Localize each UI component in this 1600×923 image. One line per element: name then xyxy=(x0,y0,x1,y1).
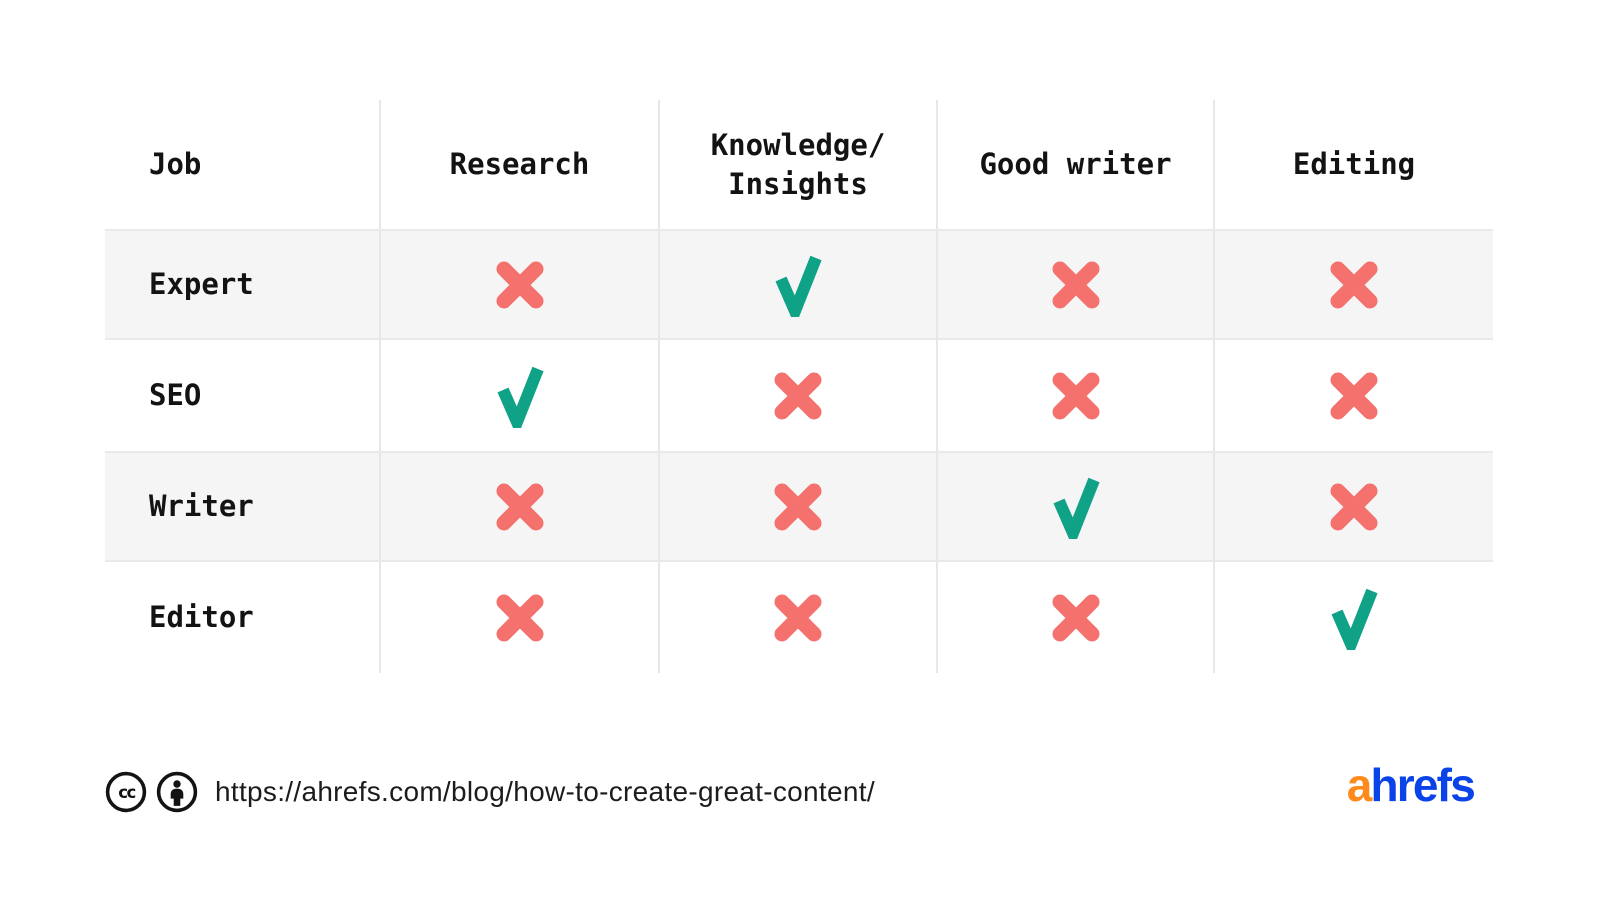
table-header-row: Job Research Knowledge/ Insights Good wr… xyxy=(105,100,1493,229)
cross-cell xyxy=(658,340,936,451)
source-url: https://ahrefs.com/blog/how-to-create-gr… xyxy=(215,776,875,807)
table-row: SEO xyxy=(105,340,1493,451)
column-header-job: Job xyxy=(149,147,202,182)
column-header-editing: Editing xyxy=(1213,100,1493,229)
cross-icon xyxy=(1052,372,1099,419)
cross-icon xyxy=(774,594,822,641)
column-header-knowledge-insights: Knowledge/ Insights xyxy=(658,100,936,229)
cross-cell xyxy=(1213,231,1493,338)
table-row: Editor xyxy=(105,562,1493,673)
cross-cell xyxy=(379,231,658,338)
cross-cell xyxy=(936,340,1213,451)
cross-cell xyxy=(936,231,1213,338)
cross-icon xyxy=(774,483,822,530)
check-cell xyxy=(658,231,936,338)
check-cell xyxy=(379,340,658,451)
cross-cell xyxy=(658,562,936,673)
cross-icon xyxy=(1330,261,1378,308)
cross-icon xyxy=(496,483,543,530)
row-label: SEO xyxy=(149,378,202,413)
row-label: Expert xyxy=(149,267,254,302)
check-icon xyxy=(1053,477,1100,539)
table-row: Writer xyxy=(105,451,1493,562)
svg-text:cc: cc xyxy=(118,783,135,802)
column-header-good-writer: Good writer xyxy=(936,100,1213,229)
check-cell xyxy=(936,453,1213,560)
cross-cell xyxy=(379,562,658,673)
ahrefs-logo-rest: hrefs xyxy=(1370,759,1476,811)
table-body: Expert SEO Writer Editor xyxy=(105,229,1493,673)
license-bar: cc https://ahrefs.com/blog/how-to-create… xyxy=(105,771,875,813)
cross-cell xyxy=(1213,453,1493,560)
cross-cell xyxy=(936,562,1213,673)
ahrefs-logo: ahrefs xyxy=(1346,759,1476,811)
cc-icon: cc xyxy=(105,771,147,813)
check-icon xyxy=(497,366,544,428)
ahrefs-logo-a: a xyxy=(1346,759,1373,811)
cross-icon xyxy=(774,372,822,419)
cross-cell xyxy=(658,453,936,560)
row-label: Editor xyxy=(149,600,254,635)
cross-icon xyxy=(1052,594,1099,641)
cross-icon xyxy=(496,594,543,641)
cross-icon xyxy=(496,261,543,308)
check-icon xyxy=(775,255,822,317)
cross-icon xyxy=(1330,372,1378,419)
cross-cell xyxy=(1213,340,1493,451)
comparison-table: Job Research Knowledge/ Insights Good wr… xyxy=(105,100,1493,673)
check-icon xyxy=(1331,588,1378,650)
table-row: Expert xyxy=(105,229,1493,340)
cross-icon xyxy=(1330,483,1378,530)
row-label: Writer xyxy=(149,489,254,524)
attribution-icon xyxy=(156,771,198,813)
check-cell xyxy=(1213,562,1493,673)
column-header-research: Research xyxy=(379,100,658,229)
cross-cell xyxy=(379,453,658,560)
cross-icon xyxy=(1052,261,1099,308)
